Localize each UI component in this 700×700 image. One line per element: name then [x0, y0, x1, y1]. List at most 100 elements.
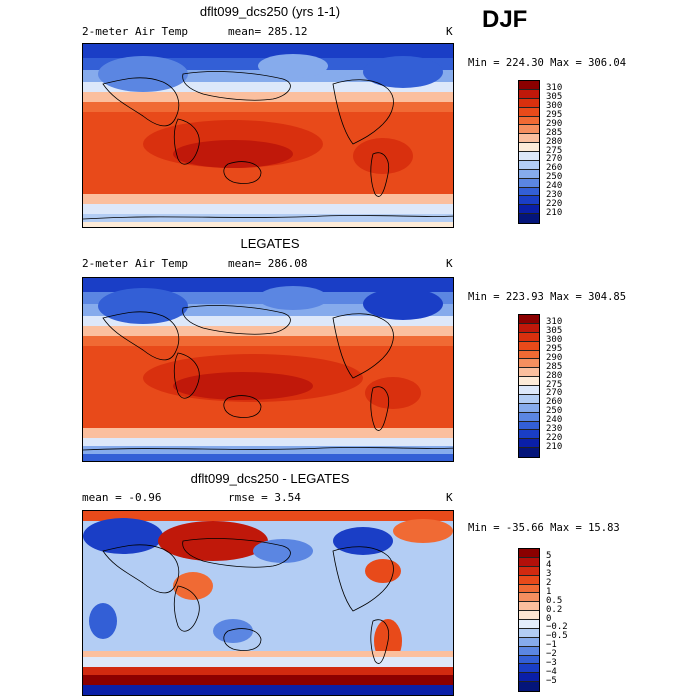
colorbar-swatch [519, 611, 539, 620]
colorbar-tick-label: 295 [546, 110, 563, 120]
colorbar [518, 314, 540, 458]
colorbar-tick-label: 270 [546, 388, 563, 399]
colorbar-swatch [519, 98, 539, 108]
colorbar-swatch [519, 377, 539, 386]
colorbar-tick-label: 5 [546, 551, 552, 562]
colorbar-swatch [519, 682, 539, 691]
colorbar-swatch [519, 160, 539, 170]
colorbar-tick-label: 300 [546, 335, 563, 346]
colorbar-tick-label: −5 [546, 675, 557, 686]
colorbar-tick-label: 0.5 [546, 595, 563, 606]
colorbar-swatch [519, 557, 539, 567]
colorbar-swatch [519, 107, 539, 117]
season-label: DJF [482, 6, 528, 33]
colorbar-swatch [519, 359, 539, 369]
colorbar-swatch [519, 637, 539, 647]
colorbar-swatch [519, 323, 539, 333]
mean-label: mean = -0.96 [82, 491, 162, 504]
colorbar-tick-label: 275 [546, 145, 563, 156]
colorbar-swatch [519, 178, 539, 188]
map-field [83, 278, 453, 461]
colorbar-swatch [519, 341, 539, 351]
colorbar-swatch [519, 575, 539, 585]
colorbar-swatch [519, 412, 539, 422]
colorbar-swatch [519, 187, 539, 197]
panel-title: dflt099_dcs250 - LEGATES [190, 471, 350, 486]
colorbar-tick-label: 270 [546, 154, 563, 165]
temperature-map [82, 43, 454, 228]
colorbar-tick-label: 1 [546, 586, 552, 597]
colorbar-swatch [519, 593, 539, 603]
colorbar-tick-label: 4 [546, 560, 552, 571]
colorbar-swatch [519, 620, 539, 629]
colorbar-swatch [519, 196, 539, 206]
colorbar-swatch [519, 673, 539, 683]
colorbar-swatch [519, 368, 539, 378]
colorbar [518, 80, 540, 224]
colorbar-swatch [519, 315, 539, 324]
difference-map [82, 510, 454, 696]
colorbar-tick-label: 230 [546, 189, 563, 200]
colorbar-tick-label: 240 [546, 415, 563, 425]
colorbar-tick-label: −3 [546, 657, 557, 668]
mean-label: mean= 286.08 [228, 257, 308, 270]
colorbar-swatch [519, 549, 539, 558]
colorbar-tick-label: 210 [546, 441, 563, 452]
colorbar-tick-label: 260 [546, 397, 563, 408]
colorbar-swatch [519, 350, 539, 360]
colorbar-tick-label: 280 [546, 370, 563, 381]
colorbar-tick-label: 275 [546, 379, 563, 390]
colorbar-swatch [519, 602, 539, 612]
colorbar-swatch [519, 89, 539, 99]
colorbar-swatch [519, 205, 539, 215]
colorbar-tick-label: 285 [546, 127, 563, 138]
colorbar-swatch [519, 646, 539, 656]
variable-label: 2-meter Air Temp [82, 25, 188, 38]
colorbar-swatch [519, 628, 539, 638]
colorbar-swatch [519, 439, 539, 449]
colorbar-tick-label: 280 [546, 136, 563, 147]
map-field [83, 44, 453, 227]
colorbar-tick-label: −4 [546, 666, 557, 677]
colorbar-tick-label: 0.2 [546, 604, 563, 615]
colorbar-swatch [519, 125, 539, 135]
colorbar-tick-label: 240 [546, 181, 563, 191]
colorbar-tick-label: −0.5 [546, 631, 568, 642]
units-label: K [446, 25, 453, 38]
colorbar-tick-label: −0.2 [546, 622, 568, 633]
colorbar-swatch [519, 430, 539, 440]
colorbar-swatch [519, 152, 539, 161]
mean-label: mean= 285.12 [228, 25, 308, 38]
colorbar-swatch [519, 214, 539, 223]
min-max-label: Min = 224.30 Max = 306.04 [468, 57, 627, 69]
colorbar-tick-label: 220 [546, 198, 563, 209]
min-max-label: Min = 223.93 Max = 304.85 [468, 291, 627, 303]
colorbar-tick-label: 290 [546, 352, 563, 363]
colorbar-tick-label: 220 [546, 432, 563, 443]
colorbar-swatch [519, 386, 539, 395]
colorbar-swatch [519, 394, 539, 404]
colorbar-swatch [519, 566, 539, 576]
colorbar-swatch [519, 448, 539, 457]
min-max-label: Min = -35.66 Max = 15.83 [468, 522, 620, 534]
colorbar-tick-label: 285 [546, 361, 563, 372]
colorbar-tick-label: 295 [546, 344, 563, 354]
colorbar-tick-label: 260 [546, 163, 563, 174]
colorbar-swatch [519, 169, 539, 179]
variable-label: 2-meter Air Temp [82, 257, 188, 270]
colorbar-tick-label: 3 [546, 569, 552, 580]
colorbar-tick-label: 250 [546, 406, 563, 417]
panel-title: LEGATES [240, 236, 300, 251]
colorbar [518, 548, 540, 692]
colorbar-swatch [519, 664, 539, 674]
map-field [83, 511, 453, 695]
units-label: K [446, 257, 453, 270]
colorbar-tick-label: 305 [546, 92, 563, 103]
colorbar-tick-label: 305 [546, 326, 563, 337]
colorbar-tick-label: 300 [546, 101, 563, 112]
colorbar-tick-label: 0 [546, 613, 552, 624]
units-label: K [446, 491, 453, 504]
colorbar-swatch [519, 584, 539, 594]
colorbar-swatch [519, 332, 539, 342]
colorbar-swatch [519, 403, 539, 413]
